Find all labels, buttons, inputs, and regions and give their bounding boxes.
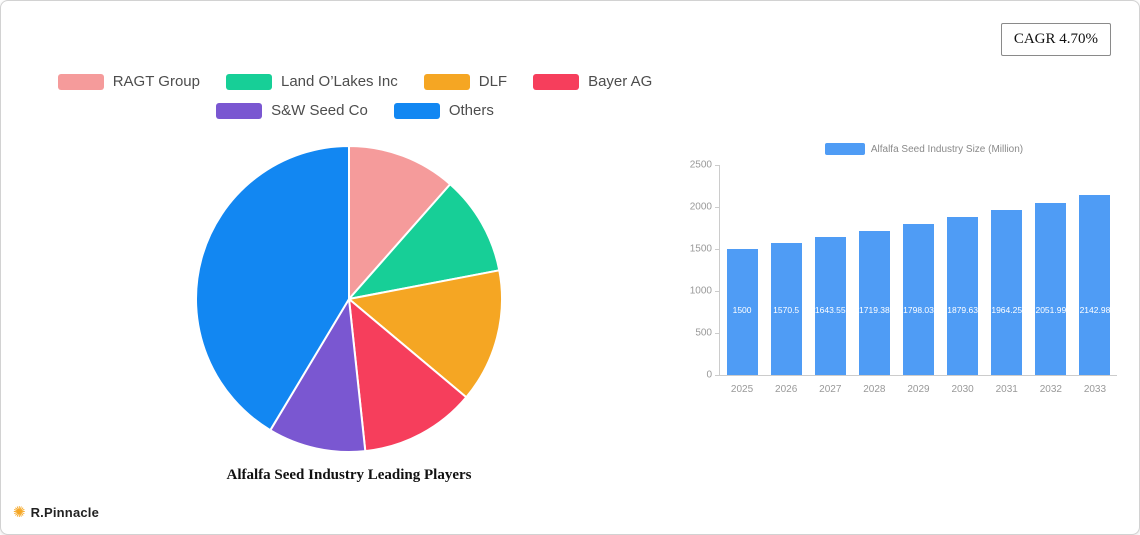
pie-legend-item-land-o-lakes-inc[interactable]: Land O’Lakes Inc: [225, 73, 398, 90]
pie-slice-s-w-seed-co: [269, 298, 367, 453]
x-tick-label: 2031: [995, 384, 1018, 395]
bar-2032: [1035, 202, 1067, 375]
pie-legend-item-bayer-ag[interactable]: Bayer AG: [533, 73, 652, 90]
x-tick-label: 2033: [1083, 384, 1107, 395]
bar-2030: [947, 217, 979, 375]
pie-slice-land-o-lakes-inc: [348, 183, 501, 300]
pie-legend-item-ragt-group[interactable]: RAGT Group: [57, 73, 200, 90]
bar-plot-area: 0 500 1000 1500 2000 2500 1500 2025 1570.5 2026 16…: [690, 160, 1117, 395]
pie-slice-ragt-group: [348, 145, 452, 300]
bar-value-label: 1879.63: [947, 305, 978, 315]
legend-swatch: [423, 73, 470, 90]
x-tick-label: 2025: [730, 384, 754, 395]
bar-value-label: 1500: [732, 305, 752, 315]
pie-legend-item-dlf[interactable]: DLF: [423, 73, 508, 90]
pie-legend-item-s-w-seed-co[interactable]: S&W Seed Co: [216, 102, 368, 119]
bar-2027: [814, 236, 846, 375]
legend-swatch: [57, 73, 104, 90]
bar-2033: [1079, 195, 1111, 375]
bar-value-label: 2142.98: [1079, 305, 1111, 315]
legend-label: S&W Seed Co: [271, 102, 368, 119]
y-tick-mark: [715, 249, 720, 250]
bar-chart: Alfalfa Seed Industry Size (Million) 0 50…: [679, 143, 1139, 395]
cagr-badge: CAGR 4.70%: [1000, 23, 1111, 56]
bar-value-label: 1570.5: [773, 305, 800, 315]
x-tick-label: 2027: [819, 384, 842, 395]
legend-swatch: [225, 73, 272, 90]
y-tick-mark: [715, 207, 720, 208]
logo: ✺ R.Pinnacle: [13, 505, 99, 520]
pie-title: Alfalfa Seed Industry Leading Players: [226, 467, 472, 483]
bar-2025: [726, 249, 758, 375]
y-tick-label: 2500: [689, 159, 712, 171]
legend-label: Land O’Lakes Inc: [280, 73, 398, 90]
bar-value-label: 2051.99: [1035, 305, 1067, 315]
y-tick-label: 0: [706, 369, 712, 381]
legend-label: DLF: [478, 73, 508, 90]
pie-legend-item-others[interactable]: Others: [393, 102, 494, 119]
x-tick-label: 2030: [951, 384, 974, 395]
bar-value-label: 1798.03: [903, 305, 934, 315]
bar-2029: [903, 224, 934, 375]
x-tick-label: 2032: [1039, 384, 1062, 395]
legend-label: Others: [448, 102, 494, 119]
pie-slice-dlf: [348, 269, 503, 399]
logo-text: R.Pinnacle: [30, 505, 100, 520]
bar-legend-item[interactable]: Alfalfa Seed Industry Size (Million): [709, 143, 1139, 155]
bar-value-label: 1719.38: [859, 305, 890, 315]
y-tick-label: 2000: [689, 201, 712, 213]
bar-legend-label: Alfalfa Seed Industry Size (Million): [870, 143, 1024, 155]
x-tick-label: 2028: [863, 384, 886, 395]
bar-2028: [858, 230, 890, 375]
y-tick-mark: [715, 291, 720, 292]
bar-value-label: 1643.55: [814, 305, 846, 315]
bar-value-label: 1964.25: [991, 305, 1023, 315]
x-tick-label: 2026: [775, 384, 798, 395]
pie-slice-others: [195, 145, 350, 432]
bar-2026: [770, 243, 802, 375]
bar-legend-swatch: [824, 143, 865, 155]
logo-icon: ✺: [13, 504, 26, 521]
pie-chart: [195, 145, 503, 453]
legend-swatch: [533, 73, 580, 90]
legend-label: RAGT Group: [112, 73, 200, 90]
pie-legend: RAGT Group Land O’Lakes Inc DLF Bayer AG S&W…: [39, 73, 671, 119]
legend-swatch: [216, 102, 263, 119]
bar-2031: [991, 210, 1023, 375]
y-tick-mark: [715, 333, 720, 334]
y-tick-label: 1500: [689, 243, 712, 255]
legend-label: Bayer AG: [588, 73, 653, 90]
y-tick-label: 1000: [689, 285, 712, 297]
y-tick-mark: [715, 375, 720, 376]
x-tick-label: 2029: [907, 384, 930, 395]
y-tick-label: 500: [695, 327, 712, 339]
pie-slice-bayer-ag: [348, 298, 468, 453]
legend-swatch: [393, 102, 440, 119]
y-tick-mark: [715, 165, 720, 166]
